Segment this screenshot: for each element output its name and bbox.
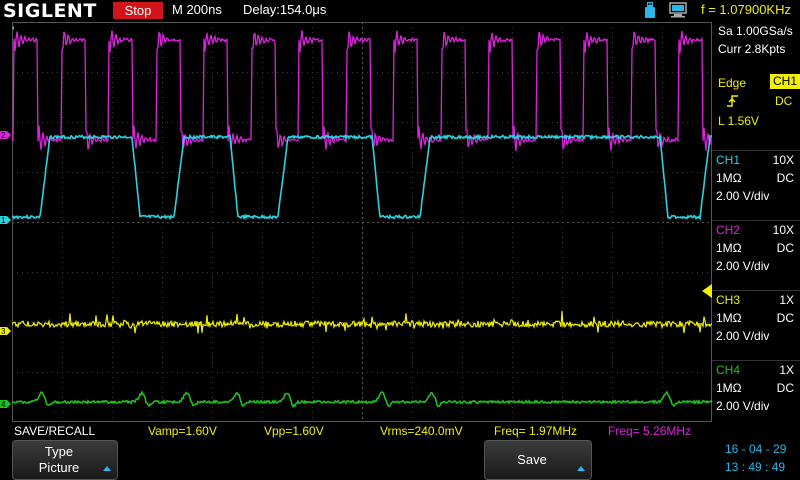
usb-icon	[645, 2, 655, 18]
ch4-label: CH4	[716, 363, 741, 377]
type-softkey-value: Picture	[38, 460, 80, 475]
ch1-scale: 2.00 V/div	[716, 189, 770, 203]
ch1-trace	[12, 133, 712, 221]
waveform-svg[interactable]	[12, 22, 712, 422]
rising-edge-icon	[727, 95, 738, 107]
save-softkey[interactable]: Save	[484, 440, 592, 480]
up-arrow-icon	[577, 466, 585, 471]
ch4-probe: 1X	[779, 363, 794, 377]
trigger-coupling[interactable]: DC	[775, 94, 793, 108]
ch3-probe: 1X	[779, 293, 794, 307]
ch3-settings[interactable]: CH3 1X 1MΩ DC 2.00 V/div	[712, 290, 800, 355]
svg-text:2: 2	[1, 131, 6, 140]
info-panel: Sa 1.00GSa/s Curr 2.8Kpts Edge CH1 DC L …	[712, 22, 800, 422]
ch4-offset-marker[interactable]: 4	[0, 400, 11, 409]
trigger-source[interactable]: CH1	[770, 74, 800, 89]
ch3-label: CH3	[716, 293, 741, 307]
meas-vrms: Vrms=240.0mV	[380, 424, 463, 438]
measurement-bar: SAVE/RECALL Vamp=1.60V Vpp=1.60V Vrms=24…	[0, 422, 712, 440]
meas-freq-ch3: Freq= 1.97MHz	[494, 424, 578, 438]
type-softkey-label: Type	[44, 444, 74, 459]
ch4-coupling: DC	[776, 381, 794, 395]
trigger-level[interactable]: L 1.56V	[718, 114, 759, 128]
ch3-coupling: DC	[776, 311, 794, 325]
time-display: 13 : 49 : 49	[725, 460, 786, 474]
trigger-level-marker[interactable]	[700, 284, 712, 298]
meas-freq-ch2: Freq= 5.26MHz	[608, 424, 692, 438]
meas-vpp: Vpp=1.60V	[264, 424, 324, 438]
memory-depth: Curr 2.8Kpts	[718, 42, 786, 56]
ch1-probe: 10X	[772, 153, 794, 167]
ch4-settings[interactable]: CH4 1X 1MΩ DC 2.00 V/div	[712, 360, 800, 425]
ch4-scale: 2.00 V/div	[716, 399, 770, 413]
ch2-coupling: DC	[776, 241, 794, 255]
timebase-readout[interactable]: M 200ns	[172, 2, 222, 17]
ch4-impedance: 1MΩ	[716, 381, 742, 395]
ch1-settings[interactable]: CH1 10X 1MΩ DC 2.00 V/div	[712, 150, 800, 215]
trigger-mode[interactable]: Edge	[718, 76, 747, 90]
status-bar: SIGLENT Stop M 200ns Delay:154.0μs f = 1…	[0, 0, 800, 22]
menu-title: SAVE/RECALL	[14, 424, 96, 438]
brand-logo: SIGLENT	[3, 0, 97, 22]
waveform-display[interactable]	[12, 22, 712, 422]
ch2-trace	[12, 30, 712, 152]
ch3-offset-marker[interactable]: 3	[0, 327, 11, 336]
ch3-impedance: 1MΩ	[716, 311, 742, 325]
type-softkey[interactable]: Type Picture	[12, 440, 118, 480]
save-softkey-label: Save	[517, 452, 547, 467]
up-arrow-icon	[103, 466, 111, 471]
frequency-counter: f = 1.07900KHz	[701, 2, 791, 17]
ch3-scale: 2.00 V/div	[716, 329, 770, 343]
ch1-label: CH1	[716, 153, 741, 167]
sample-rate: Sa 1.00GSa/s	[718, 24, 793, 38]
channel-marker-strip: 2 1 3 4	[0, 26, 14, 409]
meas-vamp: Vamp=1.60V	[148, 424, 217, 438]
ch2-probe: 10X	[772, 223, 794, 237]
ch2-label: CH2	[716, 223, 741, 237]
graticule	[12, 22, 712, 422]
svg-text:1: 1	[1, 216, 6, 225]
ch2-settings[interactable]: CH2 10X 1MΩ DC 2.00 V/div	[712, 220, 800, 285]
ch1-offset-marker[interactable]: 1	[0, 216, 11, 225]
ch2-scale: 2.00 V/div	[716, 259, 770, 273]
run-stop-badge[interactable]: Stop	[113, 2, 163, 19]
svg-text:4: 4	[1, 400, 6, 409]
ch3-trace	[12, 310, 712, 334]
ch2-offset-marker[interactable]: 2	[0, 131, 11, 140]
ch1-coupling: DC	[776, 171, 794, 185]
ch2-impedance: 1MΩ	[716, 241, 742, 255]
date-display: 16 - 04 - 29	[725, 442, 787, 456]
ch1-impedance: 1MΩ	[716, 171, 742, 185]
svg-text:3: 3	[1, 327, 6, 336]
trigger-position-marker	[12, 26, 14, 30]
delay-readout[interactable]: Delay:154.0μs	[243, 2, 327, 17]
network-icon	[669, 2, 687, 18]
ch4-trace	[12, 390, 712, 409]
